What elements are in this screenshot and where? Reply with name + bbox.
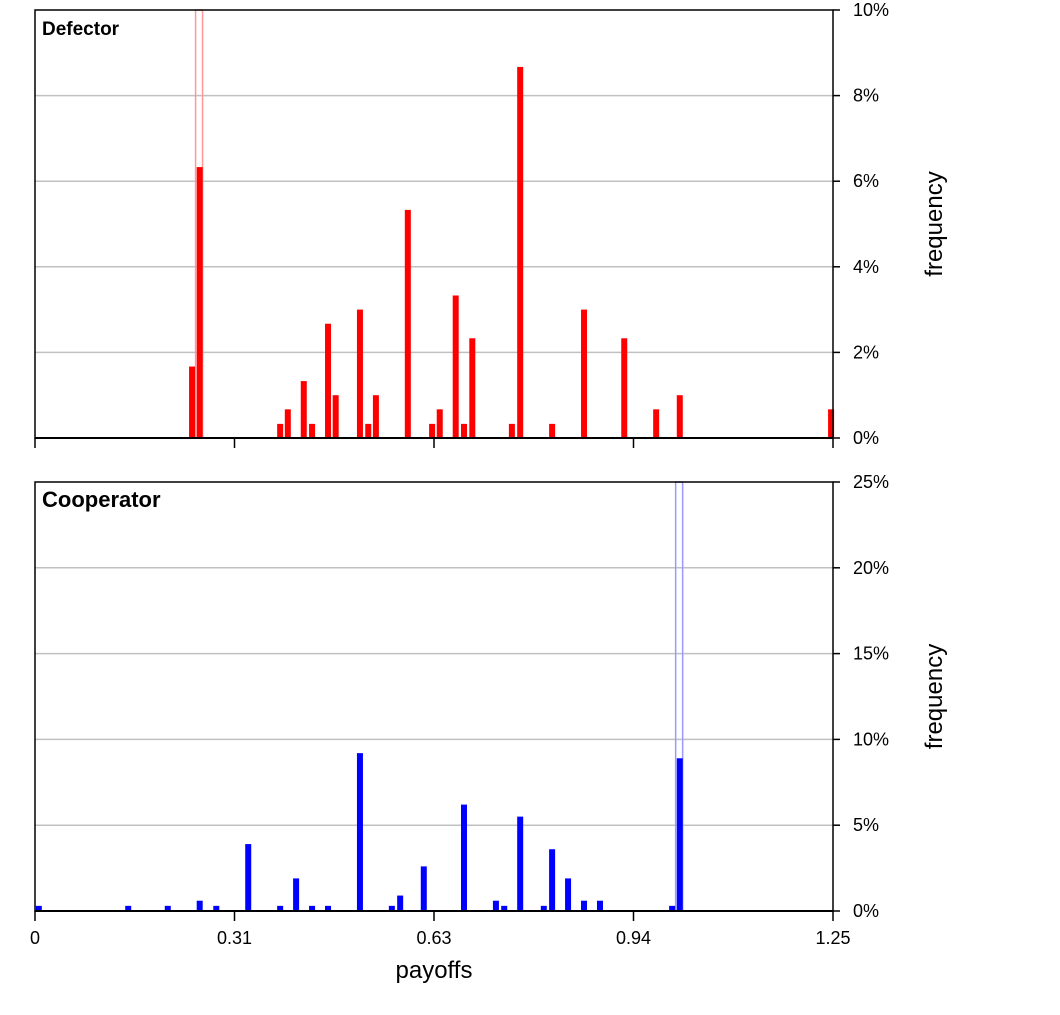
y-tick-label: 6%	[853, 171, 879, 191]
bar	[397, 895, 404, 911]
y-tick-label: 8%	[853, 86, 879, 106]
bar	[277, 905, 284, 911]
bar	[669, 905, 676, 911]
bar	[189, 366, 196, 438]
y-tick-label: 15%	[853, 644, 889, 664]
bar	[653, 409, 660, 438]
bar	[676, 758, 683, 911]
bar	[125, 905, 132, 911]
bar	[164, 905, 171, 911]
bar	[300, 381, 307, 438]
plot-frame	[34, 481, 834, 912]
y-tick-label: 10%	[853, 729, 889, 749]
bar	[828, 409, 835, 438]
bar	[517, 66, 524, 438]
y-tick-label: 10%	[853, 0, 889, 20]
bar	[196, 900, 203, 911]
bar	[452, 295, 459, 438]
y-tick-label: 5%	[853, 815, 879, 835]
y-axis-label: frequency	[921, 644, 948, 749]
bar	[365, 423, 372, 438]
bar	[196, 167, 203, 439]
y-tick-label: 25%	[853, 472, 889, 492]
bar	[461, 804, 468, 911]
x-axis-label: payoffs	[396, 957, 473, 984]
y-tick-label: 4%	[853, 257, 879, 277]
bar	[596, 900, 603, 911]
bar	[293, 878, 300, 911]
y-tick-label: 2%	[853, 342, 879, 362]
y-tick-label: 0%	[853, 901, 879, 921]
bar	[372, 395, 379, 438]
y-tick-label: 0%	[853, 428, 879, 448]
bar	[332, 395, 339, 438]
bar	[676, 395, 683, 438]
bar	[501, 905, 508, 911]
plot-frame	[34, 9, 834, 439]
bar	[388, 905, 395, 911]
bar	[356, 753, 363, 911]
bar	[356, 309, 363, 438]
bar	[404, 209, 411, 438]
bar	[492, 900, 499, 911]
panel-title: Cooperator	[42, 487, 161, 512]
bar	[277, 423, 284, 438]
bar	[581, 900, 588, 911]
bar	[284, 409, 291, 438]
x-tick-label: 0.63	[416, 928, 451, 948]
bar	[565, 878, 572, 911]
bar	[245, 844, 252, 911]
bar	[420, 866, 427, 911]
bar	[508, 423, 515, 438]
bar	[517, 816, 524, 911]
panel-title: Defector	[42, 19, 120, 40]
bar	[540, 905, 547, 911]
bar	[621, 338, 628, 438]
bar	[461, 423, 468, 438]
bar	[213, 905, 220, 911]
bar	[469, 338, 476, 438]
x-tick-label: 0	[30, 928, 40, 948]
bar	[436, 409, 443, 438]
y-axis-label: frequency	[921, 171, 948, 276]
bar	[325, 905, 332, 911]
bar	[429, 423, 436, 438]
x-tick-label: 0.31	[217, 928, 252, 948]
bar	[549, 849, 556, 911]
bar	[581, 309, 588, 438]
y-tick-label: 20%	[853, 558, 889, 578]
bar	[549, 423, 556, 438]
bar	[35, 905, 42, 911]
x-tick-label: 1.25	[815, 928, 850, 948]
bar	[325, 323, 332, 438]
bar	[309, 905, 316, 911]
x-tick-label: 0.94	[616, 928, 651, 948]
bar	[309, 423, 316, 438]
